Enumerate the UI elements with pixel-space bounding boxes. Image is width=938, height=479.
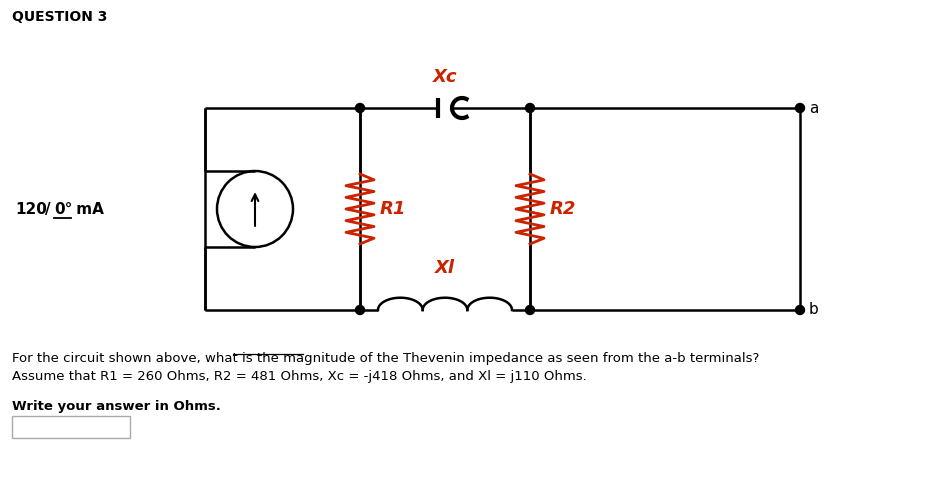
Text: b: b bbox=[809, 303, 819, 318]
Text: mA: mA bbox=[71, 202, 104, 217]
Text: Xl: Xl bbox=[435, 260, 455, 277]
Circle shape bbox=[356, 103, 365, 113]
Text: 120: 120 bbox=[15, 202, 47, 217]
Text: 0°: 0° bbox=[54, 202, 72, 217]
Circle shape bbox=[356, 306, 365, 315]
Text: R1: R1 bbox=[380, 200, 406, 218]
Circle shape bbox=[795, 103, 805, 113]
Text: Assume that R1 = 260 Ohms, R2 = 481 Ohms, Xc = -j418 Ohms, and Xl = j110 Ohms.: Assume that R1 = 260 Ohms, R2 = 481 Ohms… bbox=[12, 370, 587, 383]
Text: Write your answer in Ohms.: Write your answer in Ohms. bbox=[12, 400, 220, 413]
Text: a: a bbox=[809, 101, 818, 115]
Text: R2: R2 bbox=[550, 200, 576, 218]
Text: /: / bbox=[45, 202, 51, 217]
Text: QUESTION 3: QUESTION 3 bbox=[12, 10, 107, 24]
Circle shape bbox=[525, 306, 535, 315]
Circle shape bbox=[795, 306, 805, 315]
FancyBboxPatch shape bbox=[12, 416, 130, 438]
Text: For the circuit shown above, what is the magnitude of the Thevenin impedance as : For the circuit shown above, what is the… bbox=[12, 352, 760, 365]
Circle shape bbox=[525, 103, 535, 113]
Text: Xc: Xc bbox=[432, 68, 457, 86]
